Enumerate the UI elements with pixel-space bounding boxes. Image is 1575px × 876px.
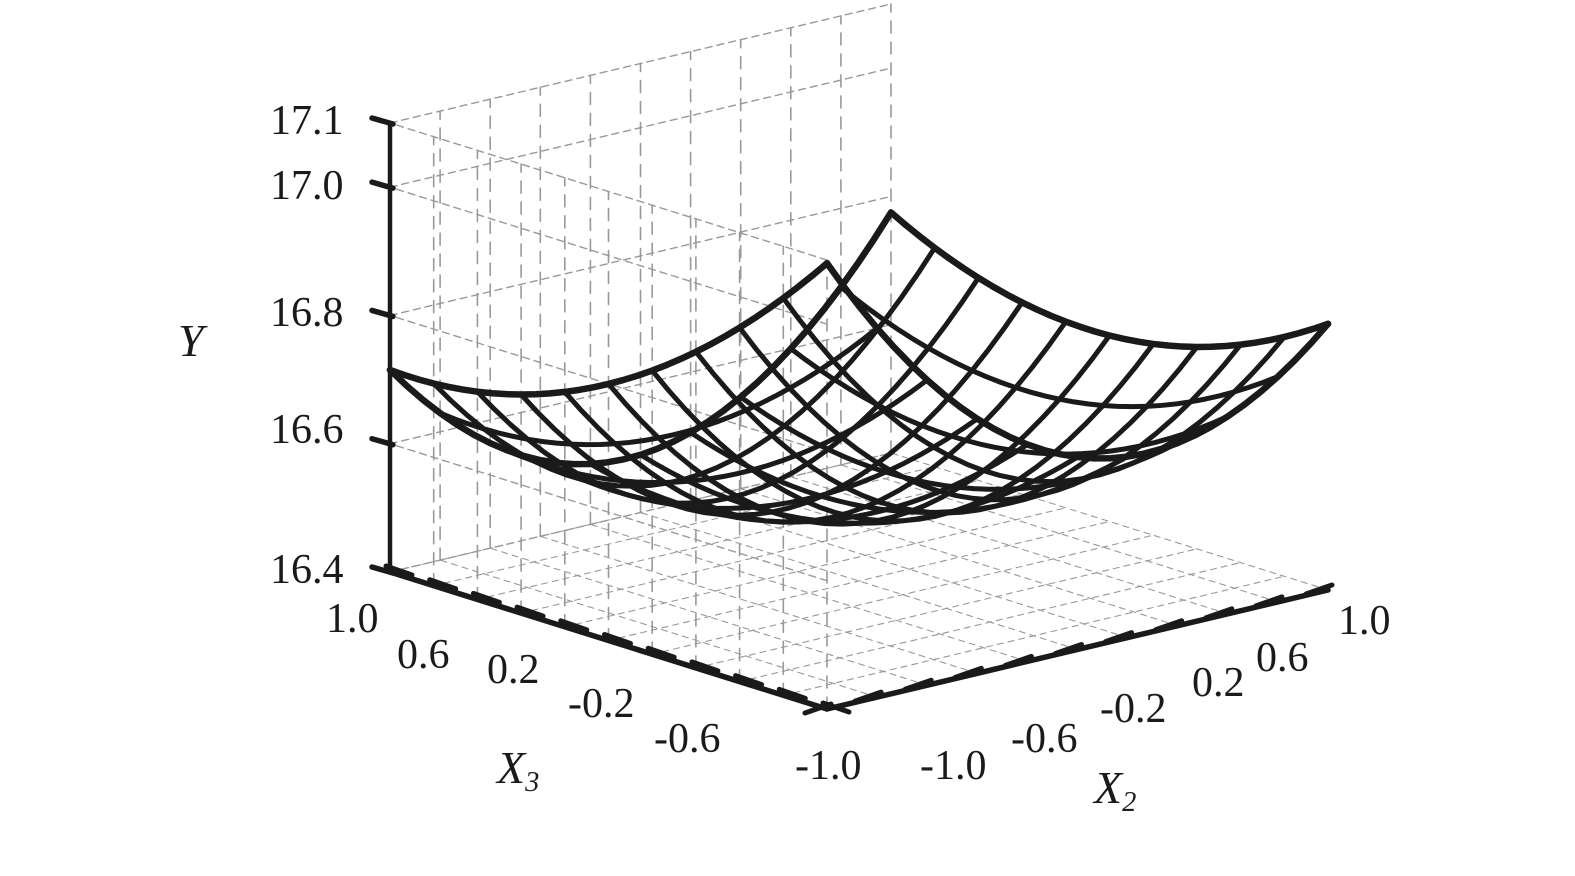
x2-tick-label-4: 0.6 — [1256, 635, 1309, 681]
y-tick-label-3: 16.6 — [270, 407, 344, 453]
x2-axis-title: X2 — [1094, 765, 1136, 818]
surface-mesh-line-x2-5 — [638, 452, 1080, 526]
x3-axis-tick-6 — [645, 645, 677, 660]
x2-tick-label-3: 0.2 — [1192, 660, 1245, 706]
surface-mesh-line-x2-7 — [738, 394, 1181, 492]
x3-axis-tick-5 — [602, 632, 633, 646]
x3-axis-tick-4 — [558, 618, 590, 633]
x2-axis-title-text: X — [1094, 762, 1123, 813]
x3-axis-tick-3 — [514, 604, 546, 619]
x2-tick-label-1: -0.6 — [1011, 716, 1078, 762]
x2-axis-title-subscript: 2 — [1122, 786, 1137, 818]
x3-axis-title-subscript: 3 — [525, 766, 540, 798]
y-tick-label-1: 17.0 — [270, 163, 344, 209]
x3-axis-line — [387, 569, 830, 712]
vertical-gridlines — [389, 3, 892, 710]
x2-tick-label-5: 1.0 — [1338, 598, 1391, 644]
x3-axis-tick-8 — [733, 673, 765, 688]
x3-tick-label-0: 1.0 — [326, 596, 379, 642]
y-axis-title-text: Y — [178, 315, 204, 366]
x2-tick-label-2: -0.2 — [1100, 686, 1167, 732]
x3-tick-label-4: -0.6 — [654, 716, 721, 762]
y-axis-tick-0 — [369, 115, 396, 127]
y-tick-label-2: 16.8 — [270, 290, 344, 336]
surface-mesh-line-x2-8 — [788, 346, 1231, 457]
y-axis-title: Y — [178, 318, 204, 364]
surface-mesh-line-x2-10 — [887, 209, 1332, 351]
x3-axis-tick-1 — [427, 577, 459, 592]
surface-mesh-line-x2-6 — [688, 429, 1131, 515]
x3-axis-tick-0 — [383, 563, 415, 578]
x3-axis-title-text: X — [497, 742, 526, 793]
x2-axis-tick-1 — [852, 689, 884, 704]
x3-tick-label-3: -0.2 — [568, 681, 635, 727]
surface-mesh-line-x2-1 — [437, 325, 880, 448]
x3-axis-tick-9 — [776, 686, 808, 701]
x2-axis-tick-8 — [1203, 606, 1235, 621]
x2-axis-tick-5 — [1053, 642, 1084, 656]
y-tick-label-0: 17.1 — [270, 98, 344, 144]
x2-axis-tick-0 — [802, 701, 834, 716]
x2-axis-tick-7 — [1153, 618, 1185, 633]
y-axis-tick-2 — [369, 307, 396, 320]
axis-lines-and-ticks — [369, 115, 1335, 716]
x2-axis-tick-4 — [1002, 653, 1034, 668]
floor-gridline-x2-5 — [607, 520, 1111, 642]
x2-axis-tick-10 — [1303, 582, 1335, 597]
x3-tick-label-2: 0.2 — [487, 647, 540, 693]
x2-tick-label-0: -1.0 — [920, 743, 987, 789]
surface-mesh-line-x2-0 — [386, 259, 831, 398]
x3-axis-tick-7 — [689, 659, 721, 674]
x2-axis-tick-3 — [952, 665, 984, 680]
x2-axis-tick-6 — [1103, 630, 1135, 645]
y-axis-tick-1 — [369, 179, 396, 191]
x3-axis-title: X3 — [497, 745, 539, 798]
x2-axis-tick-9 — [1253, 594, 1285, 609]
x3-tick-label-1: 0.6 — [397, 632, 450, 678]
x2-axis-tick-2 — [902, 677, 934, 692]
x3-tick-label-5: -1.0 — [795, 743, 862, 789]
floor-gridline-x2-8 — [476, 479, 979, 600]
y-axis-tick-3 — [369, 435, 396, 448]
surface-wireframe — [386, 209, 1332, 527]
surface-mesh-line-x2-9 — [838, 284, 1281, 410]
floor-gridline-x2-4 — [651, 534, 1154, 655]
floor-gridline-x2-6 — [564, 507, 1067, 628]
y-tick-label-4: 16.4 — [270, 547, 344, 593]
x3-axis-tick-2 — [470, 590, 502, 605]
surface-mesh-line-x3-4 — [649, 341, 1156, 524]
